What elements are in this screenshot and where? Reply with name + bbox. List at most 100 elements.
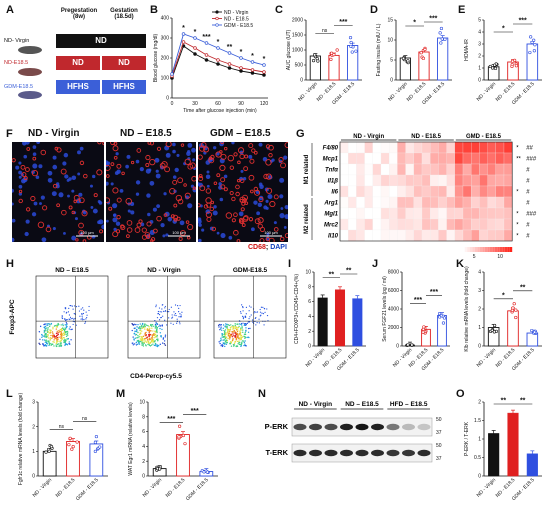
dapi-nucleus <box>67 194 70 198</box>
heatmap-cell <box>348 218 357 231</box>
flow-event <box>88 305 90 308</box>
cd68-signal <box>71 210 75 215</box>
flow-event <box>68 328 71 330</box>
flow-event <box>41 336 43 339</box>
dapi-nucleus <box>71 189 75 193</box>
sig-annotation: ** <box>346 268 352 275</box>
series-point <box>227 62 232 66</box>
cd68-signal <box>239 153 245 160</box>
flow-event <box>240 338 243 340</box>
cd68-signal <box>116 197 122 203</box>
panel-letter-j: J <box>372 258 379 270</box>
flow-event <box>241 342 243 344</box>
heatmap-cell <box>372 218 382 231</box>
cd68-signal <box>210 154 215 160</box>
blot-band <box>309 423 322 431</box>
cd68-signal <box>146 221 152 227</box>
flow-event <box>238 340 240 342</box>
heatmap-cell <box>413 207 423 220</box>
flow-event <box>58 331 60 334</box>
flow-event <box>143 341 146 343</box>
mw-marker: 50 <box>436 443 442 449</box>
data-point <box>98 445 102 449</box>
cd68-signal <box>141 234 148 240</box>
flow-event <box>163 343 166 345</box>
flow-event <box>242 329 244 331</box>
series-line <box>171 45 265 79</box>
flow-event <box>241 326 243 328</box>
cd68-signal <box>280 162 286 169</box>
flow-event <box>238 334 240 336</box>
flow-event <box>63 340 65 342</box>
flow-event <box>52 326 54 328</box>
sig-mark-2: # <box>526 234 530 240</box>
heatmap-cell <box>446 152 455 165</box>
flow-event <box>234 341 236 343</box>
flow-event <box>138 340 141 343</box>
flow-event <box>66 311 68 313</box>
heatmap-cell <box>471 152 480 165</box>
flow-event <box>233 342 236 345</box>
flow-event <box>144 328 146 330</box>
flow-event <box>232 328 234 330</box>
dapi-nucleus <box>110 182 114 186</box>
flow-event <box>219 342 221 345</box>
heatmap-cell <box>495 185 505 198</box>
flow-event <box>144 344 147 346</box>
cd68-signal <box>75 238 79 242</box>
cd68-signal <box>149 142 155 146</box>
cd68-signal <box>239 196 246 203</box>
heatmap-cell <box>479 174 488 187</box>
flow-event <box>159 343 162 346</box>
flow-event <box>56 336 59 339</box>
flow-event <box>152 330 154 332</box>
flow-event <box>144 325 146 327</box>
flow-event <box>230 326 233 328</box>
flow-event <box>235 345 237 348</box>
cd68-signal <box>165 142 172 148</box>
cd68-signal <box>203 146 210 153</box>
cd68-signal <box>112 187 119 194</box>
cd68-signal <box>265 237 271 242</box>
flow-event <box>240 327 242 329</box>
heatmap-cell <box>380 185 390 198</box>
heatmap-cell <box>503 163 513 176</box>
flow-event <box>52 335 54 337</box>
heatmap-cell <box>356 196 365 209</box>
flow-event <box>65 325 68 327</box>
heatmap-cell <box>438 218 447 231</box>
dapi-nucleus <box>228 235 233 240</box>
heatmap-cell <box>454 174 464 187</box>
flow-event <box>219 328 221 331</box>
heatmap-cell <box>462 218 472 231</box>
flow-event <box>135 323 137 326</box>
cd68-signal <box>20 164 26 170</box>
cd68-signal <box>278 157 284 163</box>
flow-event <box>58 345 60 348</box>
flow-event <box>43 326 45 329</box>
cd68-signal <box>73 199 77 204</box>
flow-event <box>170 322 172 324</box>
data-point <box>421 56 425 60</box>
heatmap-cell <box>356 218 365 231</box>
flow-event <box>44 330 46 333</box>
cd68-signal <box>113 155 118 160</box>
cd68-signal <box>237 147 245 154</box>
flow-event <box>166 324 168 326</box>
cd68-signal <box>220 142 225 145</box>
flow-event <box>61 335 63 337</box>
heatmap-cell <box>479 152 488 165</box>
flow-plot-frame <box>35 275 109 359</box>
cd68-signal <box>106 174 110 178</box>
data-point <box>423 47 427 52</box>
dapi-nucleus <box>139 166 144 172</box>
heatmap-cell <box>462 174 472 187</box>
dapi-nucleus <box>106 219 109 223</box>
y-tick-label: 2 <box>478 307 481 313</box>
heatmap-cell <box>503 207 513 220</box>
flow-event <box>223 339 226 341</box>
series-point <box>181 40 186 44</box>
category-label: GDM - E18.5 <box>185 477 210 502</box>
flow-event <box>58 344 61 346</box>
flow-event <box>170 306 172 308</box>
